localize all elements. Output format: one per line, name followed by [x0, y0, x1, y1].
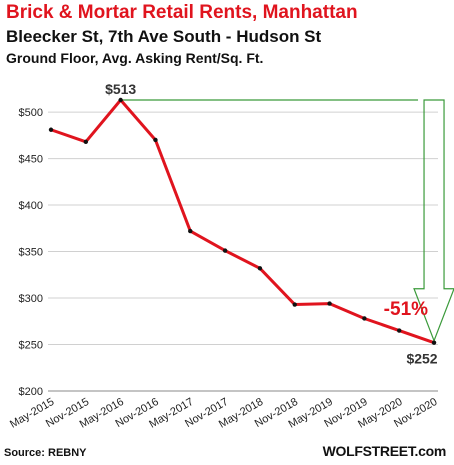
y-tick-label: $250 [19, 340, 43, 352]
peak-value-label: $513 [105, 81, 136, 97]
percent-change-label: -51% [384, 299, 428, 320]
y-tick-label: $350 [19, 247, 43, 259]
source-note: Source: REBNY [4, 447, 87, 459]
y-tick-label: $400 [19, 200, 43, 212]
data-point [83, 139, 89, 145]
data-point [188, 228, 193, 234]
chart-subtitle: Bleecker St, 7th Ave South - Hudson St [6, 27, 322, 46]
data-point [362, 316, 367, 321]
data-point [327, 301, 332, 306]
decline-arrow [413, 99, 454, 343]
data-point [153, 137, 158, 143]
data-point [292, 302, 297, 307]
brand-watermark: WOLFSTREET.com [322, 443, 447, 459]
y-tick-label: $500 [19, 107, 43, 119]
end-value-label: $252 [406, 351, 437, 367]
data-point [48, 127, 54, 132]
series-line [50, 98, 435, 345]
y-tick-label: $450 [19, 154, 43, 166]
data-point [222, 248, 228, 253]
data-point [118, 97, 123, 103]
y-tick-label: $300 [19, 293, 43, 305]
chart-measure-label: Ground Floor, Avg. Asking Rent/Sq. Ft. [6, 50, 264, 66]
data-point [431, 340, 437, 345]
chart-title: Brick & Mortar Retail Rents, Manhattan [6, 2, 358, 23]
y-tick-label: $200 [19, 386, 43, 398]
data-point [257, 266, 263, 271]
data-point [397, 328, 402, 333]
